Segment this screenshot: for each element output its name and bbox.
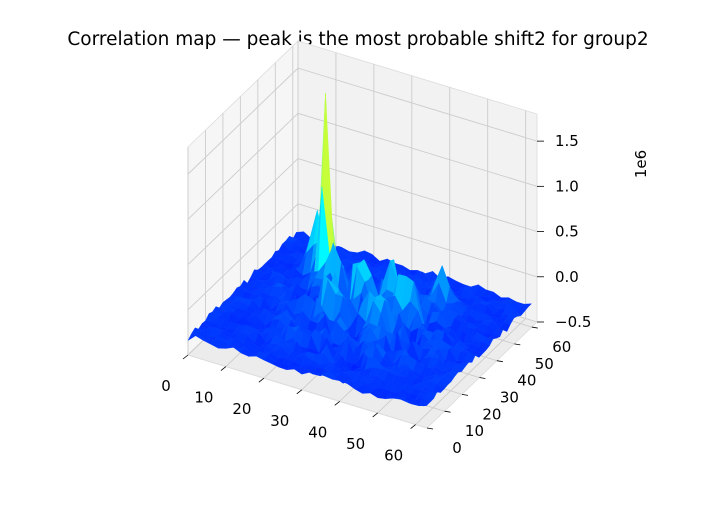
x-tick-label: 60 [384,447,403,465]
z-tick-label: 1.0 [555,177,579,195]
y-tick-mark [461,393,468,396]
x-tick-label: 50 [346,435,365,453]
y-tick-label: 30 [500,389,519,407]
grid-line [187,113,299,220]
x-tick-label: 20 [232,400,251,418]
grid-line [297,203,538,278]
grid-line [297,112,538,187]
x-tick-label: 0 [161,377,171,395]
y-tick-label: 10 [465,422,484,440]
y-tick-label: 40 [517,372,536,390]
y-tick-mark [479,377,486,379]
surface-patch [415,403,427,407]
y-tick-mark [514,343,521,346]
x-tick-mark [182,354,189,360]
grid-line [297,158,538,232]
y-tick-label: 50 [535,355,554,373]
y-tick-mark [531,326,538,329]
z-tick-label: −0.5 [555,313,591,331]
z-tick-label: 0.0 [555,268,579,286]
grid-line [415,318,526,425]
x-tick-mark [410,424,416,429]
grid-line [187,203,299,311]
x-tick-mark [372,412,378,418]
z-tick-label: 0.5 [555,223,579,241]
y-tick-mark [426,427,434,430]
x-axis-line [187,354,428,429]
grid-line [187,67,299,175]
chart-title: Correlation map — peak is the most proba… [67,29,648,50]
grid-line [187,158,299,265]
y-tick-label: 60 [552,338,571,356]
x-tick-label: 30 [270,412,289,430]
correlation-surface [187,93,532,407]
y-tick-mark [444,410,451,413]
x-tick-mark [220,366,227,371]
y-tick-label: 0 [452,439,462,457]
x-tick-mark [258,377,265,383]
x-tick-mark [296,389,303,395]
z-tick-label: 1.5 [555,132,579,150]
grid-line [297,67,538,142]
y-tick-label: 20 [482,405,501,423]
z-offset-label: 1e6 [632,150,650,178]
y-axis-line [426,321,538,429]
x-tick-mark [334,401,340,406]
x-tick-label: 40 [308,423,327,441]
x-tick-label: 10 [194,389,213,407]
y-tick-mark [496,360,503,363]
